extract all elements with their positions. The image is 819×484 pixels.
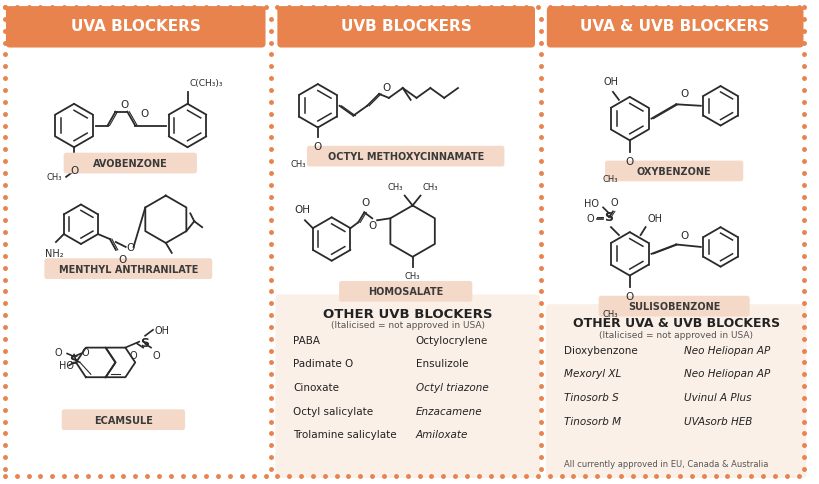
Text: ECAMSULE: ECAMSULE <box>94 415 152 425</box>
Text: O: O <box>126 242 135 253</box>
FancyBboxPatch shape <box>275 295 539 478</box>
FancyBboxPatch shape <box>44 259 212 279</box>
Text: O: O <box>586 214 594 224</box>
Text: Cinoxate: Cinoxate <box>293 382 339 393</box>
Text: O: O <box>82 347 89 357</box>
Text: Tinosorb S: Tinosorb S <box>563 392 618 402</box>
Text: Mexoryl XL: Mexoryl XL <box>563 368 620 378</box>
Text: PABA: PABA <box>293 335 319 345</box>
Text: O: O <box>140 108 148 119</box>
Text: C(CH₃)₃: C(CH₃)₃ <box>189 79 223 88</box>
Text: O: O <box>609 198 617 208</box>
FancyBboxPatch shape <box>64 153 197 174</box>
Text: O: O <box>152 350 160 360</box>
Text: CH₃: CH₃ <box>602 309 618 318</box>
Text: CH₃: CH₃ <box>387 182 402 191</box>
Text: OCTYL METHOXYCINNAMATE: OCTYL METHOXYCINNAMATE <box>327 152 483 162</box>
Text: O: O <box>625 292 633 302</box>
Text: O: O <box>119 254 127 264</box>
Text: Amiloxate: Amiloxate <box>415 430 468 439</box>
Text: Uvinul A Plus: Uvinul A Plus <box>683 392 751 402</box>
Text: OTHER UVA & UVB BLOCKERS: OTHER UVA & UVB BLOCKERS <box>572 317 779 330</box>
FancyBboxPatch shape <box>604 161 742 182</box>
Text: O: O <box>382 83 390 93</box>
Text: O: O <box>679 230 687 240</box>
Text: O: O <box>120 100 129 109</box>
Text: Neo Heliopan AP: Neo Heliopan AP <box>683 368 769 378</box>
Text: HOMOSALATE: HOMOSALATE <box>368 287 443 297</box>
Text: Octyl triazone: Octyl triazone <box>415 382 488 393</box>
FancyBboxPatch shape <box>306 147 504 167</box>
Text: O: O <box>70 166 78 176</box>
Text: CH₃: CH₃ <box>602 175 618 183</box>
Text: (Italicised = not approved in USA): (Italicised = not approved in USA) <box>599 331 752 340</box>
Text: MENTHYL ANTHRANILATE: MENTHYL ANTHRANILATE <box>59 264 197 274</box>
Text: Octyl salicylate: Octyl salicylate <box>293 406 373 416</box>
Text: O: O <box>679 89 687 99</box>
Text: Octylocrylene: Octylocrylene <box>415 335 487 345</box>
Text: HO: HO <box>583 199 599 209</box>
Text: OTHER UVB BLOCKERS: OTHER UVB BLOCKERS <box>323 307 492 320</box>
Text: O: O <box>314 142 322 152</box>
Text: NH₂: NH₂ <box>44 248 63 258</box>
Text: UVAsorb HEB: UVAsorb HEB <box>683 416 752 426</box>
Text: UVB BLOCKERS: UVB BLOCKERS <box>341 19 471 34</box>
FancyBboxPatch shape <box>277 7 534 48</box>
Text: Ensulizole: Ensulizole <box>415 359 468 369</box>
Text: Dioxybenzone: Dioxybenzone <box>563 345 636 355</box>
Text: All currently approved in EU, Canada & Australia: All currently approved in EU, Canada & A… <box>563 459 767 468</box>
FancyBboxPatch shape <box>598 296 749 317</box>
Text: Neo Heliopan AP: Neo Heliopan AP <box>683 345 769 355</box>
Text: HO: HO <box>59 361 75 371</box>
Text: CH₃: CH₃ <box>422 182 437 191</box>
Text: (Italicised = not approved in USA): (Italicised = not approved in USA) <box>330 321 484 330</box>
FancyBboxPatch shape <box>545 304 805 478</box>
FancyBboxPatch shape <box>61 409 185 430</box>
Text: UVA BLOCKERS: UVA BLOCKERS <box>70 19 201 34</box>
Text: O: O <box>55 347 62 357</box>
Text: SULISOBENZONE: SULISOBENZONE <box>627 302 719 312</box>
Text: CH₃: CH₃ <box>290 160 305 169</box>
FancyBboxPatch shape <box>338 281 472 302</box>
Text: S: S <box>140 336 149 349</box>
Text: O: O <box>368 221 376 231</box>
Text: Enzacamene: Enzacamene <box>415 406 482 416</box>
FancyBboxPatch shape <box>6 7 265 48</box>
Text: Padimate O: Padimate O <box>293 359 353 369</box>
Text: O: O <box>625 157 633 167</box>
Text: CH₃: CH₃ <box>405 271 420 280</box>
FancyBboxPatch shape <box>546 7 803 48</box>
Text: CH₃: CH₃ <box>47 173 62 182</box>
Text: S: S <box>70 353 79 366</box>
Text: AVOBENZONE: AVOBENZONE <box>93 159 167 169</box>
Text: Tinosorb M: Tinosorb M <box>563 416 620 426</box>
Text: S: S <box>604 211 613 224</box>
Text: OH: OH <box>603 77 618 87</box>
Text: OH: OH <box>155 325 170 335</box>
Text: Trolamine salicylate: Trolamine salicylate <box>293 430 396 439</box>
Text: OH: OH <box>294 205 310 215</box>
Text: O: O <box>129 350 137 360</box>
Text: O: O <box>360 198 369 208</box>
Text: OH: OH <box>647 214 662 224</box>
Text: UVA & UVB BLOCKERS: UVA & UVB BLOCKERS <box>580 19 769 34</box>
Text: OXYBENZONE: OXYBENZONE <box>636 166 711 177</box>
